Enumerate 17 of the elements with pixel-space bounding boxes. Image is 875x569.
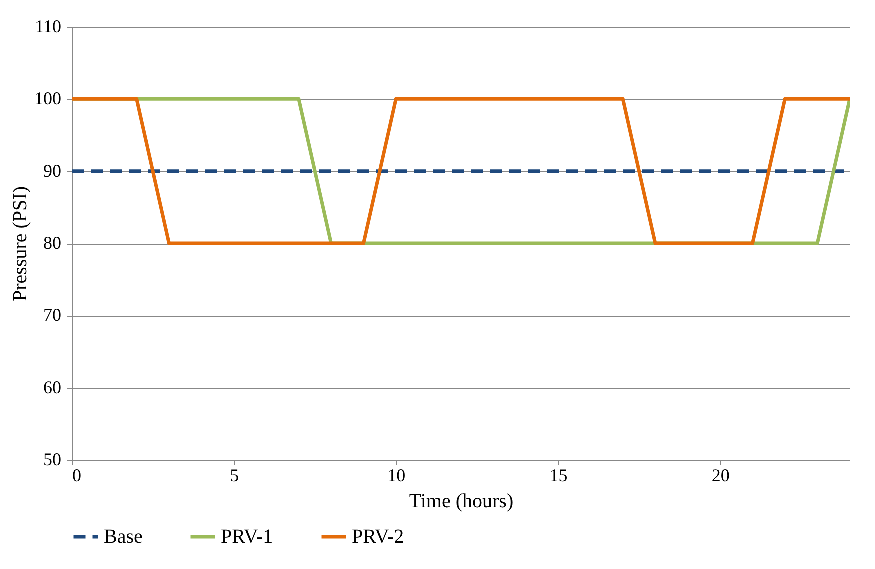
y-tick-label: 50	[44, 450, 62, 470]
x-tick-label: 20	[712, 466, 730, 486]
x-axis-title: Time (hours)	[409, 490, 514, 512]
y-tick-label: 80	[44, 233, 62, 253]
x-tick-label: 5	[230, 466, 240, 486]
y-tick-label: 110	[35, 16, 62, 36]
legend-label: PRV-1	[221, 526, 274, 548]
y-tick-label: 70	[44, 305, 62, 326]
y-tick-label: 100	[34, 88, 62, 109]
x-tick-label: 0	[72, 466, 82, 486]
y-tick-label: 90	[44, 160, 62, 181]
x-tick-label: 10	[388, 466, 406, 486]
x-tick-label: 15	[550, 466, 568, 486]
y-axis-title: Pressure (PSI)	[10, 186, 32, 302]
legend-label: Base	[104, 526, 143, 548]
legend-label: PRV-2	[352, 526, 404, 548]
y-tick-label: 60	[44, 377, 62, 398]
